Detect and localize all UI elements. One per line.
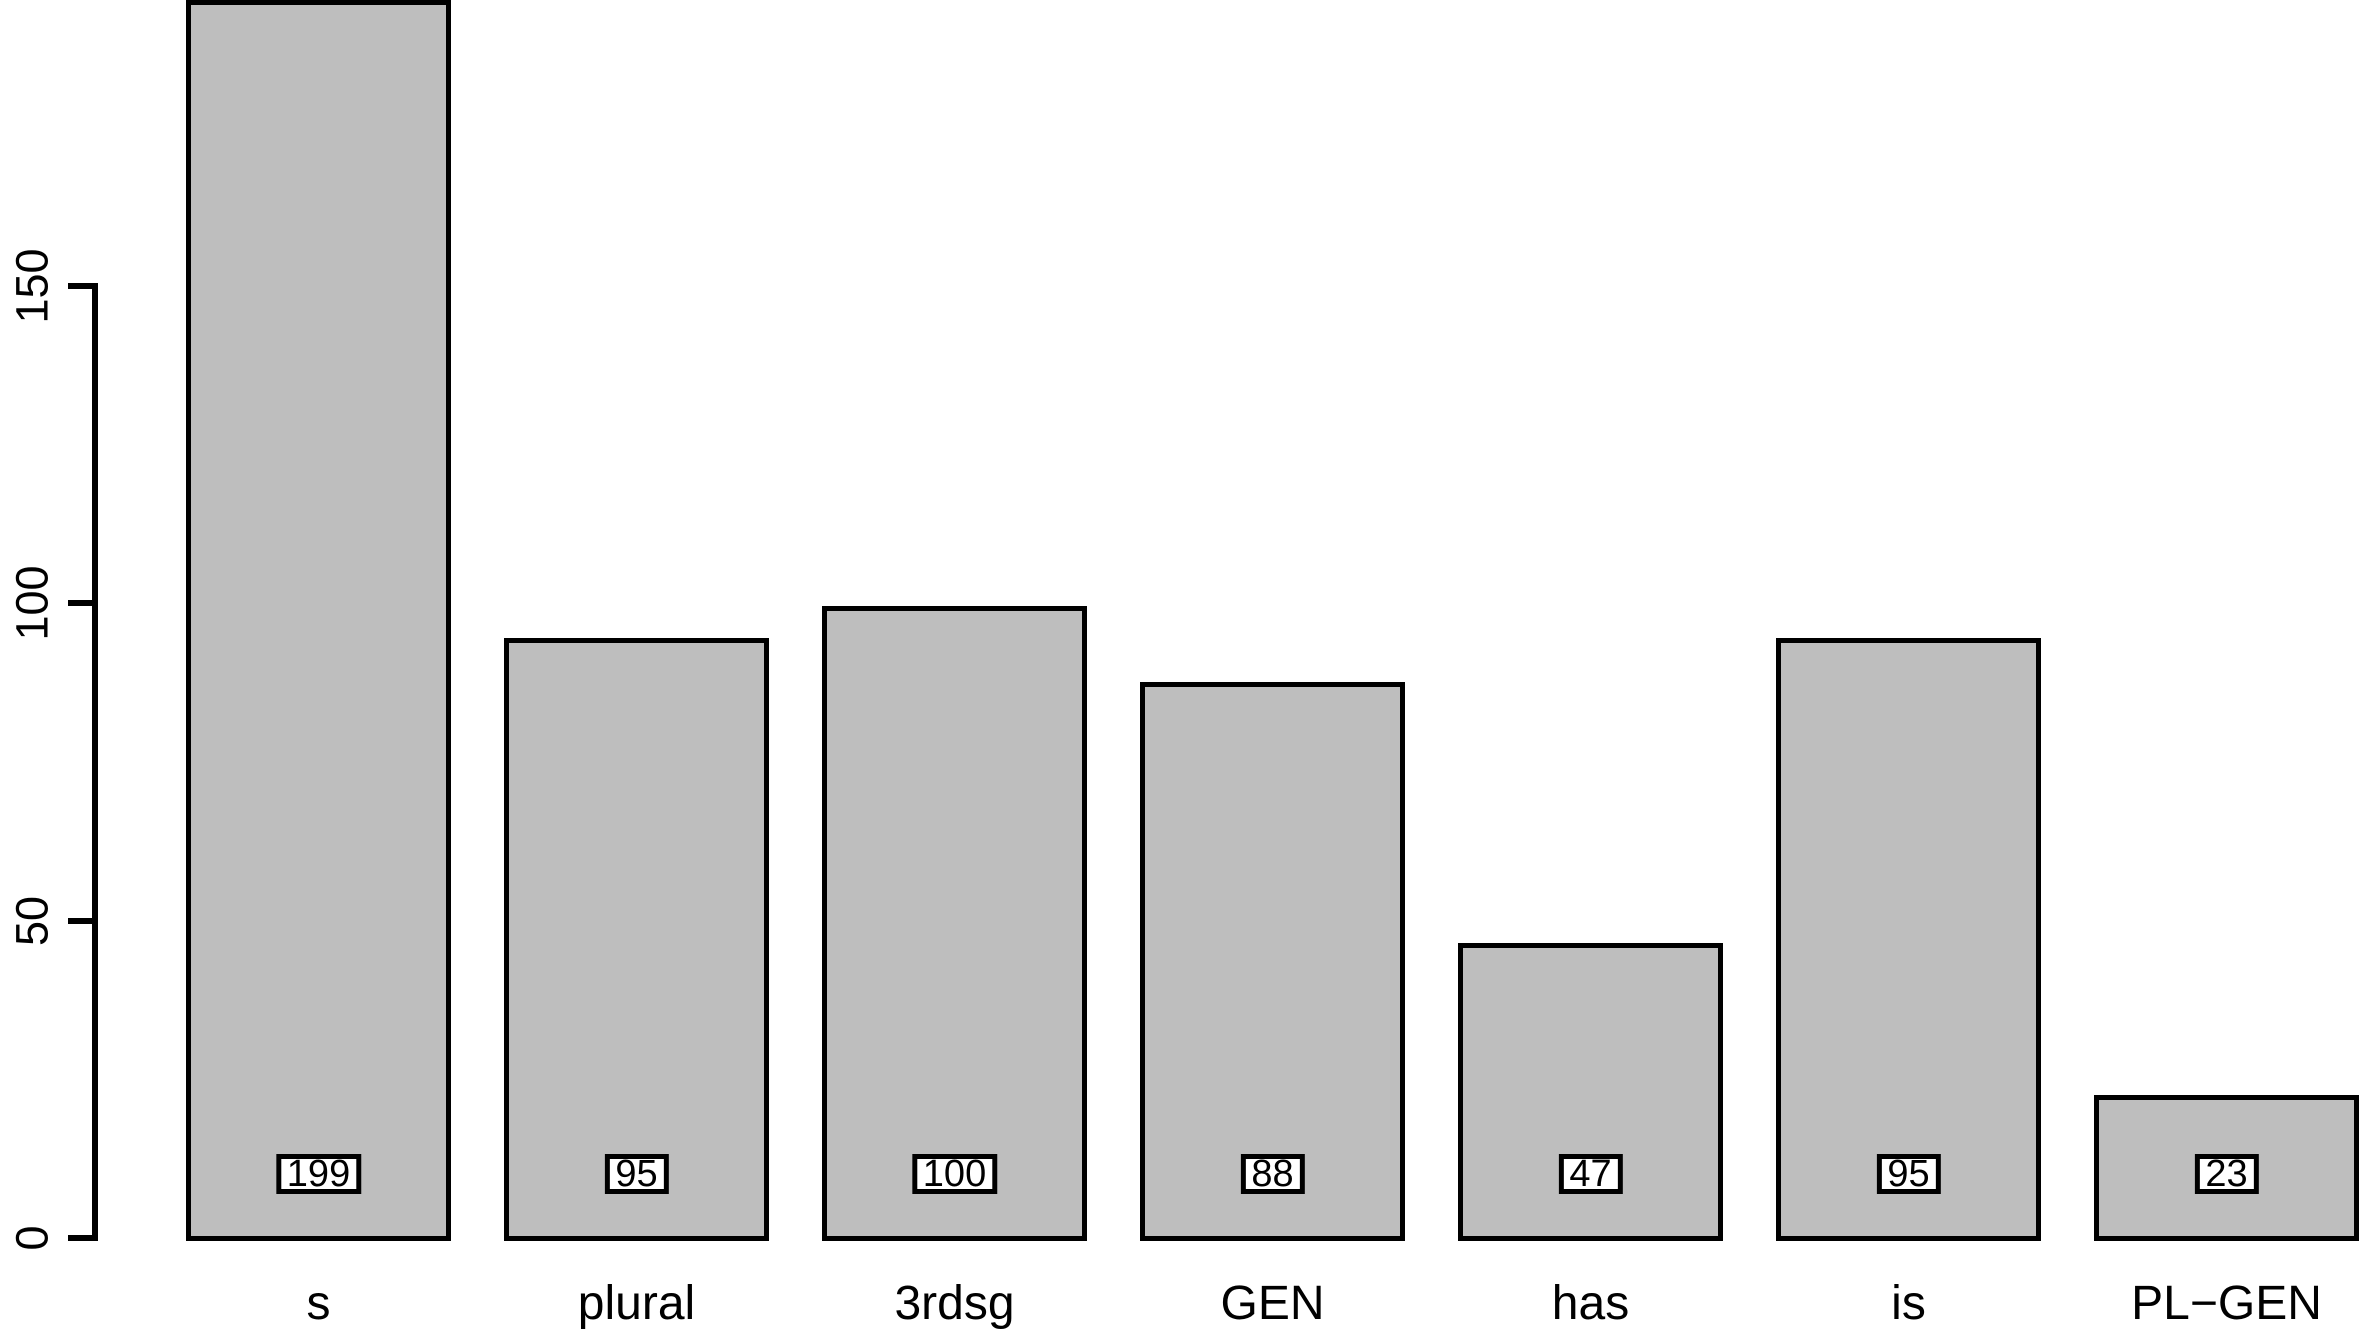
x-axis-category-label: has <box>1551 1277 1630 1330</box>
bar-value-badge: 100 <box>911 1154 998 1194</box>
x-axis-category-label: is <box>1891 1277 1926 1330</box>
bar <box>1776 637 2041 1241</box>
bar <box>822 606 1087 1241</box>
bar <box>1458 942 1723 1241</box>
x-axis-category-label: GEN <box>1220 1277 1325 1330</box>
bar-value-badge: 199 <box>275 1154 362 1194</box>
y-axis-tick <box>68 917 98 924</box>
y-axis-tick-label: 100 <box>6 565 58 641</box>
x-axis-category-label: s <box>306 1277 331 1330</box>
bar-value-badge: 95 <box>604 1154 669 1194</box>
y-axis-tick-label: 50 <box>6 895 58 946</box>
y-axis-tick <box>68 1235 98 1241</box>
bar-value-badge: 23 <box>2194 1154 2259 1194</box>
y-axis-tick <box>68 282 98 289</box>
y-axis-line <box>92 285 98 1241</box>
y-axis-tick-label: 150 <box>6 247 58 324</box>
y-axis-tick-label: 0 <box>6 1225 58 1251</box>
bar-value-badge: 95 <box>1876 1154 1941 1194</box>
bar-value-badge: 88 <box>1240 1154 1305 1194</box>
x-axis-category-label: 3rdsg <box>894 1277 1015 1330</box>
bar <box>186 0 451 1241</box>
x-axis-category-label: plural <box>577 1277 696 1330</box>
y-axis-tick <box>68 600 98 606</box>
bar-value-badge: 47 <box>1558 1154 1623 1194</box>
x-axis-category-label: PL−GEN <box>2131 1277 2322 1330</box>
bar <box>504 637 769 1241</box>
bar <box>1140 682 1405 1241</box>
